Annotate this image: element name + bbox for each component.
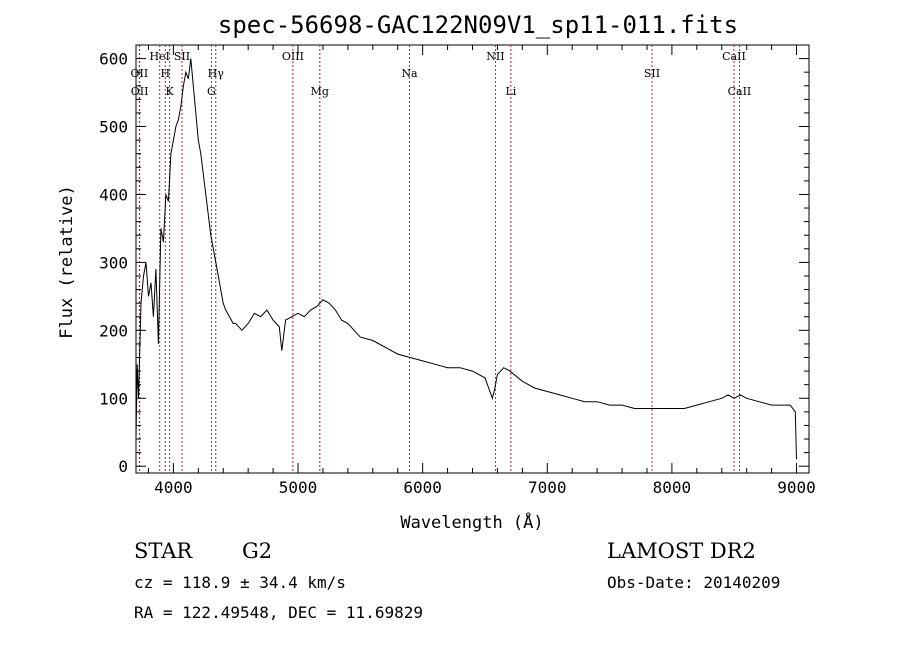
spectral-line-markers — [138, 45, 740, 473]
redshift-info: cz = 118.9 ± 34.4 km/s — [134, 573, 346, 592]
spectral-line-label: Na — [401, 67, 418, 80]
spectral-line-label: Li — [505, 85, 516, 98]
chart-title: spec-56698-GAC122N09V1_sp11-011.fits — [218, 11, 738, 39]
plot-frame — [135, 44, 810, 474]
object-class: STAR — [134, 539, 193, 563]
x-tick-label: 9000 — [777, 478, 816, 497]
spectral-line-label: HeI — [149, 50, 169, 63]
x-tick-label: 4000 — [154, 478, 193, 497]
x-tick-label: 8000 — [653, 478, 692, 497]
x-axis-ticks: 4000 5000 6000 7000 8000 9000 — [147, 45, 816, 497]
spectral-line-label: NII — [486, 50, 504, 63]
y-axis-ticks: 0 100 200 300 400 500 600 — [99, 50, 809, 476]
spectrum-series-line — [135, 58, 797, 460]
y-tick-label: 0 — [118, 457, 128, 476]
spectral-line-label: H — [160, 67, 170, 80]
spectral-line-label: SII — [644, 67, 660, 80]
y-tick-label: 500 — [99, 118, 128, 137]
spectral-line-label: SII — [174, 50, 190, 63]
spectral-line-label: Mg — [311, 85, 329, 98]
spectral-line-label: OIII — [282, 50, 304, 63]
survey-name: LAMOST DR2 — [607, 539, 756, 563]
spectral-line-label: CaII — [722, 50, 746, 63]
x-tick-label: 7000 — [528, 478, 567, 497]
spectral-line-labels: HeI H OII OII K SII Hγ G OIII Mg Na NII Li SII CaII CaI… — [131, 50, 752, 98]
y-tick-label: 400 — [99, 185, 128, 204]
object-subclass: G2 — [242, 539, 272, 563]
spectral-line-label: CaII — [728, 85, 752, 98]
spectral-line-label: OII — [131, 67, 149, 80]
spectral-line-label: G — [207, 85, 216, 98]
x-tick-label: 6000 — [403, 478, 442, 497]
x-tick-label: 5000 — [279, 478, 318, 497]
spectral-line-label: OII — [131, 85, 149, 98]
x-axis-label: Wavelength (Å) — [400, 511, 543, 533]
spectral-line-label: K — [166, 85, 175, 98]
observation-date: Obs-Date: 20140209 — [607, 573, 780, 592]
y-tick-label: 100 — [99, 389, 128, 408]
y-tick-label: 300 — [99, 253, 128, 272]
y-tick-label: 200 — [99, 321, 128, 340]
spectral-line-label: Hγ — [208, 67, 225, 80]
y-tick-label: 600 — [99, 50, 128, 69]
coordinates-info: RA = 122.49548, DEC = 11.69829 — [134, 603, 423, 622]
y-axis-label: Flux (relative) — [57, 185, 77, 339]
